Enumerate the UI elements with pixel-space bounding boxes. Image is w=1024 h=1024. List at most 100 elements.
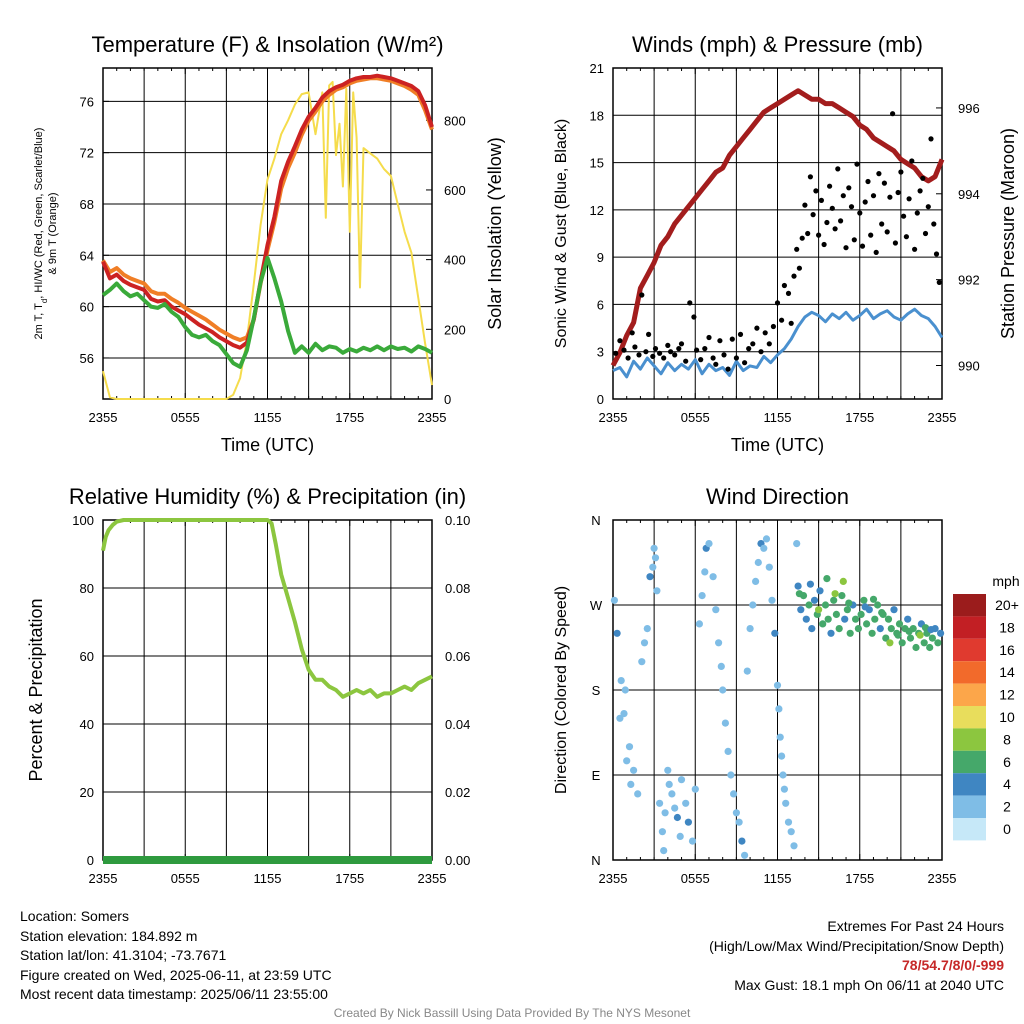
direction-point <box>906 634 915 642</box>
y-tick-label: 0 <box>597 392 604 407</box>
direction-point <box>752 577 760 586</box>
x-tick-label: 2355 <box>418 410 447 425</box>
legend-label: 16 <box>999 642 1015 658</box>
direction-point <box>874 601 882 609</box>
direction-point <box>715 639 723 647</box>
y-tick-label: 56 <box>80 351 94 366</box>
gust-point <box>706 334 712 341</box>
y2-tick-label: 400 <box>444 253 466 268</box>
x-tick-label: 2355 <box>928 871 957 886</box>
gust-point <box>794 246 800 252</box>
direction-point <box>627 780 635 789</box>
y-axis-label: Direction (Colored By Speed) <box>553 586 570 794</box>
gust-point <box>770 323 777 330</box>
direction-point <box>806 580 815 588</box>
series-line-wind-speed <box>612 307 944 379</box>
gust-point <box>636 352 642 358</box>
y-tick-label: 21 <box>590 61 604 76</box>
direction-point <box>610 596 619 604</box>
x-tick-label: 0555 <box>681 410 710 425</box>
gust-point <box>892 240 899 246</box>
y-tick-label: N <box>591 853 600 868</box>
gust-point <box>702 346 708 352</box>
gust-point <box>629 330 635 336</box>
gust-point <box>632 344 638 350</box>
gust-point <box>906 196 912 202</box>
gust-point <box>683 358 689 364</box>
series-line-temp <box>101 73 434 350</box>
direction-point <box>905 627 913 636</box>
y2-tick-label: 992 <box>958 273 980 288</box>
legend-label: 4 <box>1003 776 1011 792</box>
gust-point <box>729 336 735 342</box>
direction-point <box>815 606 823 614</box>
y-axis-label-subscript: d <box>40 299 49 303</box>
direction-point <box>691 785 699 793</box>
direction-point <box>721 719 730 727</box>
gust-point <box>818 197 825 203</box>
y-tick-label: 68 <box>80 197 94 212</box>
direction-point <box>760 544 768 552</box>
gust-point <box>912 246 918 252</box>
x-tick-label: 2355 <box>418 871 447 886</box>
station-latlon: Station lat/lon: 41.3104; -73.7671 <box>20 947 227 964</box>
direction-point <box>841 615 849 623</box>
direction-point <box>871 615 879 623</box>
direction-point <box>830 596 838 604</box>
gust-point <box>713 361 719 367</box>
x-tick-label: 1755 <box>845 410 874 425</box>
y2-tick-label: 994 <box>958 187 980 202</box>
direction-point <box>705 540 713 548</box>
series-line-humidity <box>101 518 433 699</box>
direction-point <box>934 639 942 647</box>
gust-point <box>870 193 877 199</box>
direction-point <box>794 582 802 590</box>
direction-point <box>823 575 831 583</box>
gust-point <box>868 232 874 238</box>
direction-point <box>782 799 790 807</box>
gust-point <box>917 188 923 194</box>
gust-point <box>805 230 811 237</box>
y-tick-label: 6 <box>597 297 604 312</box>
gust-point <box>829 205 835 211</box>
direction-point <box>793 540 801 548</box>
direction-point <box>920 639 928 647</box>
direction-point <box>698 592 706 600</box>
legend-label: 6 <box>1003 754 1011 770</box>
direction-point <box>649 563 657 571</box>
direction-point <box>857 610 865 619</box>
gust-point <box>774 300 781 306</box>
y-axis-label-line2: & 9m T (Orange) <box>47 192 59 274</box>
gust-point <box>650 353 656 359</box>
extremes-title: Extremes For Past 24 Hours <box>827 918 1004 934</box>
legend-swatch <box>953 594 986 617</box>
gust-point <box>909 158 915 164</box>
y-axis-label: Sonic Wind & Gust (Blue, Black) <box>553 119 570 348</box>
gust-point <box>865 178 871 185</box>
direction-point <box>656 799 664 807</box>
x-axis-label: Time (UTC) <box>731 435 824 455</box>
x-tick-label: 1155 <box>254 410 282 425</box>
panel-title: Winds (mph) & Pressure (mb) <box>632 32 923 57</box>
direction-point <box>743 667 751 675</box>
legend-swatch <box>953 706 986 729</box>
x-tick-label: 2355 <box>928 410 957 425</box>
y2-tick-label: 0 <box>444 392 451 407</box>
direction-point <box>928 634 937 642</box>
gust-point <box>838 218 844 224</box>
direction-point <box>617 677 625 685</box>
speed-legend: mph 20+ 18 16 14 12 10 8 6 4 2 0 <box>953 573 1020 841</box>
direction-point <box>762 535 771 543</box>
direction-point <box>904 615 912 623</box>
direction-point <box>854 625 863 633</box>
direction-point <box>884 615 893 623</box>
y-tick-label: 40 <box>80 717 94 732</box>
y2-tick-label: 0.06 <box>445 649 470 664</box>
direction-point <box>738 837 746 845</box>
y-tick-label: S <box>592 683 601 698</box>
extremes-values: 78/54.7/8/0/-999 <box>902 957 1004 974</box>
legend-swatch <box>953 818 986 841</box>
recent-timestamp: Most recent data timestamp: 2025/06/11 2… <box>20 986 328 1003</box>
direction-point <box>819 620 827 628</box>
direction-point <box>886 639 894 647</box>
